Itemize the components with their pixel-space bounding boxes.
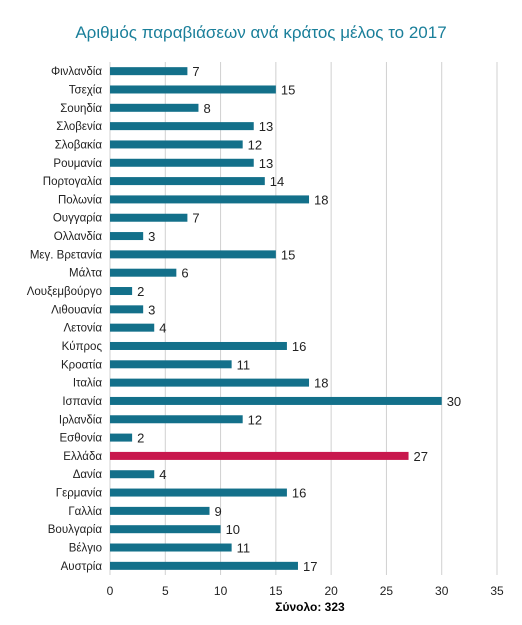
bar bbox=[110, 232, 144, 241]
value-label: 8 bbox=[203, 101, 210, 116]
value-label: 9 bbox=[215, 504, 222, 519]
category-label: Αυστρία bbox=[61, 561, 103, 573]
value-label: 4 bbox=[159, 467, 166, 482]
bar bbox=[110, 341, 287, 350]
bar bbox=[110, 287, 133, 296]
bar bbox=[110, 67, 188, 76]
x-tick-label: 0 bbox=[107, 584, 114, 598]
bars bbox=[110, 67, 442, 570]
bar bbox=[110, 433, 133, 442]
bar bbox=[110, 378, 310, 387]
category-label: Ελλάδα bbox=[63, 451, 102, 463]
bar bbox=[110, 213, 188, 222]
category-label: Δανία bbox=[73, 469, 103, 481]
category-label: Κροατία bbox=[61, 359, 102, 371]
value-label: 18 bbox=[314, 192, 328, 207]
category-labels: Φινλανδία Τσεχία Σουηδία Σλοβενία Σλοβακία Ρο… bbox=[27, 66, 103, 573]
value-label: 4 bbox=[159, 321, 166, 336]
bar bbox=[110, 323, 155, 332]
x-tick-label: 10 bbox=[214, 584, 228, 598]
value-label: 11 bbox=[237, 357, 251, 372]
bar bbox=[110, 360, 232, 369]
bar bbox=[110, 250, 276, 259]
category-label: Βέλγιο bbox=[69, 543, 102, 555]
category-label: Λιθουανία bbox=[51, 304, 102, 316]
category-label: Σουηδία bbox=[60, 103, 102, 115]
category-label: Σλοβενία bbox=[56, 121, 102, 133]
x-tick-label: 20 bbox=[324, 584, 338, 598]
value-label: 3 bbox=[148, 302, 155, 317]
category-label: Κύπρος bbox=[62, 341, 103, 353]
category-label: Λετονία bbox=[63, 323, 102, 335]
value-label: 15 bbox=[281, 247, 295, 262]
x-axis-label: Σύνολο: 323 bbox=[275, 600, 345, 614]
bar bbox=[110, 195, 310, 204]
value-label: 27 bbox=[414, 449, 428, 464]
category-label: Φινλανδία bbox=[51, 66, 102, 78]
category-label: Μάλτα bbox=[69, 268, 102, 280]
value-label: 14 bbox=[270, 174, 284, 189]
bar bbox=[110, 103, 199, 112]
category-label: Τσεχία bbox=[69, 84, 103, 96]
bar bbox=[110, 525, 221, 534]
category-label: Ιρλανδία bbox=[59, 414, 102, 426]
value-label: 11 bbox=[237, 541, 251, 556]
value-label: 2 bbox=[137, 431, 144, 446]
x-tick-label: 35 bbox=[490, 584, 504, 598]
bar bbox=[110, 561, 298, 570]
category-label: Ιταλία bbox=[73, 378, 103, 390]
category-label: Βουλγαρία bbox=[48, 524, 103, 536]
bar bbox=[110, 268, 177, 277]
value-label: 16 bbox=[292, 486, 306, 501]
bar bbox=[110, 506, 210, 515]
category-label: Ολλανδία bbox=[54, 231, 103, 243]
bar bbox=[110, 305, 144, 314]
value-label: 30 bbox=[447, 394, 461, 409]
value-labels: 7158131213141873156234161118301222741691… bbox=[137, 64, 461, 574]
value-label: 10 bbox=[226, 522, 240, 537]
bar bbox=[110, 140, 243, 149]
category-label: Ισπανία bbox=[62, 396, 102, 408]
value-label: 7 bbox=[192, 211, 199, 226]
category-label: Γαλλία bbox=[68, 506, 102, 518]
value-label: 18 bbox=[314, 376, 328, 391]
category-label: Σλοβακία bbox=[55, 139, 103, 151]
x-axis-ticks: 0 5 10 15 20 25 30 35 bbox=[107, 584, 504, 598]
value-label: 15 bbox=[281, 82, 295, 97]
bar bbox=[110, 451, 409, 460]
value-label: 16 bbox=[292, 339, 306, 354]
bar bbox=[110, 85, 276, 94]
bar bbox=[110, 488, 287, 497]
chart-title: Αριθμός παραβιάσεων ανά κράτος μέλος το … bbox=[75, 23, 446, 42]
bar bbox=[110, 470, 155, 479]
value-label: 3 bbox=[148, 229, 155, 244]
x-tick-label: 15 bbox=[269, 584, 283, 598]
bar bbox=[110, 158, 254, 167]
value-label: 7 bbox=[192, 64, 199, 79]
category-label: Ρουμανία bbox=[53, 158, 102, 170]
category-label: Λουξεμβούργο bbox=[27, 286, 102, 298]
x-tick-label: 25 bbox=[380, 584, 394, 598]
category-label: Μεγ. Βρετανία bbox=[30, 249, 103, 261]
category-label: Γερμανία bbox=[56, 488, 103, 500]
value-label: 17 bbox=[303, 559, 317, 574]
bar bbox=[110, 122, 254, 131]
x-tick-label: 30 bbox=[435, 584, 449, 598]
value-label: 6 bbox=[181, 266, 188, 281]
category-label: Πορτογαλία bbox=[43, 176, 103, 188]
value-label: 13 bbox=[259, 119, 273, 134]
x-tick-label: 5 bbox=[162, 584, 169, 598]
value-label: 12 bbox=[248, 137, 262, 152]
category-label: Ουγγαρία bbox=[53, 213, 102, 225]
value-label: 13 bbox=[259, 156, 273, 171]
value-label: 12 bbox=[248, 412, 262, 427]
category-label: Εσθονία bbox=[59, 433, 102, 445]
bar bbox=[110, 396, 442, 405]
bar bbox=[110, 177, 265, 186]
category-label: Πολωνία bbox=[58, 194, 102, 206]
value-label: 2 bbox=[137, 284, 144, 299]
bar bbox=[110, 543, 232, 552]
bar bbox=[110, 415, 243, 424]
